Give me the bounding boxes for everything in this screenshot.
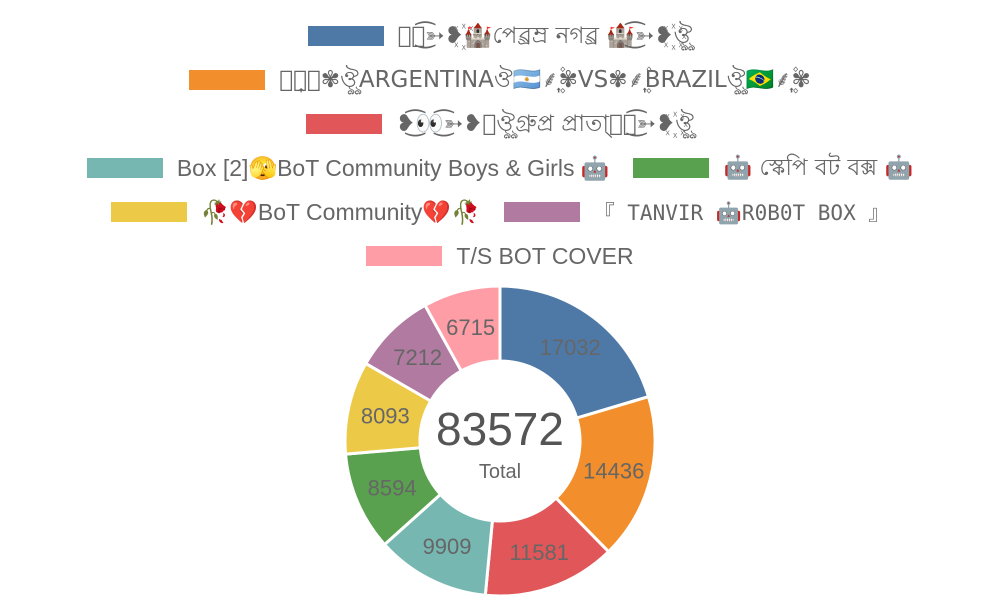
slice-value-label-3: 11581 bbox=[509, 540, 569, 565]
legend-swatch-2 bbox=[189, 70, 266, 90]
legend-row: 🥀💔BoT Community💔🥀 『 TANVIR 🤖R0B0T BOX 』 bbox=[0, 190, 1000, 234]
legend-label-1: ঔৣ͜͡➳❥꙰🏰পেৱ্ৰম্ৰ নগৱ্ৰ 🏰͜͡➳❥꙰ঔৣ bbox=[397, 22, 693, 49]
legend-item-4[interactable]: Box [2]🫣BoT Community Boys & Girls 🤖 bbox=[86, 154, 610, 182]
slice-value-label-5: 8594 bbox=[368, 476, 417, 501]
slice-value-label-8: 6715 bbox=[446, 315, 495, 340]
legend-item-1[interactable]: ঔৣ͜͡➳❥꙰🏰পেৱ্ৰম্ৰ নগৱ্ৰ 🏰͜͡➳❥꙰ঔৣ bbox=[307, 17, 693, 56]
legend-row: ঔৣ͜͡➳❥꙰🏰পেৱ্ৰম্ৰ নগৱ্ৰ 🏰͜͡➳❥꙰ঔৣ bbox=[0, 14, 1000, 58]
legend-swatch-1 bbox=[307, 26, 384, 46]
legend-swatch-4 bbox=[86, 158, 163, 178]
chart-slices bbox=[343, 284, 657, 598]
legend-label-7: 『 TANVIR 🤖R0B0T BOX 』 bbox=[593, 201, 890, 225]
legend-row: Box [2]🫣BoT Community Boys & Girls 🤖 🤖 স… bbox=[0, 146, 1000, 190]
legend-label-6: 🥀💔BoT Community💔🥀 bbox=[200, 198, 480, 225]
legend-label-8: T/S BOT COVER bbox=[456, 242, 634, 269]
chart-slice-2[interactable] bbox=[553, 394, 657, 554]
chart-slice-1[interactable] bbox=[498, 284, 651, 420]
legend-item-7[interactable]: 『 TANVIR 🤖R0B0T BOX 』 bbox=[503, 197, 890, 227]
legend-row: T/S BOT COVER bbox=[0, 234, 1000, 278]
slice-value-label-4: 9909 bbox=[423, 534, 472, 559]
legend-row: ❥͜͡👀͜͡➳❥꙰ঔৣগ্ৰুপ্ৰ প্ৰাতা্ঔৣ͜͡➳❥꙰ঔৣ bbox=[0, 102, 1000, 146]
chart-legend: ঔৣ͜͡➳❥꙰🏰পেৱ্ৰম্ৰ নগৱ্ৰ 🏰͜͡➳❥꙰ঔৣ ⸙͎۪۫✾ঔৣA… bbox=[0, 14, 1000, 278]
legend-swatch-7 bbox=[503, 202, 580, 222]
center-total-caption: Total bbox=[479, 461, 521, 483]
legend-item-2[interactable]: ⸙͎۪۫✾ঔৣARGENTINAঔ🇦🇷⸙͎۪۫✾VS✾⸙͎۪۫BRAZILঔৣ🇧… bbox=[189, 61, 811, 100]
legend-item-8[interactable]: T/S BOT COVER bbox=[366, 242, 634, 270]
slice-value-label-2: 14436 bbox=[583, 458, 644, 483]
legend-label-5: 🤖 স্কেপি বট বক্স 🤖 bbox=[723, 154, 914, 181]
legend-swatch-5 bbox=[633, 158, 710, 178]
legend-swatch-3 bbox=[305, 114, 382, 134]
center-total-value: 83572 bbox=[436, 403, 564, 455]
legend-item-5[interactable]: 🤖 স্কেপি বট বক্স 🤖 bbox=[633, 149, 913, 188]
legend-swatch-6 bbox=[110, 202, 187, 222]
legend-swatch-8 bbox=[366, 246, 443, 266]
legend-item-3[interactable]: ❥͜͡👀͜͡➳❥꙰ঔৣগ্ৰুপ্ৰ প্ৰাতা্ঔৣ͜͡➳❥꙰ঔৣ bbox=[305, 105, 695, 144]
slice-value-label-6: 8093 bbox=[361, 403, 410, 428]
slice-value-label-1: 17032 bbox=[540, 335, 601, 360]
chart-slice-8[interactable] bbox=[422, 284, 502, 374]
legend-label-2: ⸙͎۪۫✾ঔৣARGENTINAঔ🇦🇷⸙͎۪۫✾VS✾⸙͎۪۫BRAZILঔৣ🇧… bbox=[279, 66, 811, 93]
legend-label-3: ❥͜͡👀͜͡➳❥꙰ঔৣগ্ৰুপ্ৰ প্ৰাতা্ঔৣ͜͡➳❥꙰ঔৣ bbox=[395, 110, 695, 137]
legend-row: ⸙͎۪۫✾ঔৣARGENTINAঔ🇦🇷⸙͎۪۫✾VS✾⸙͎۪۫BRAZILঔৣ🇧… bbox=[0, 58, 1000, 102]
slice-value-label-7: 7212 bbox=[393, 345, 442, 370]
legend-label-4: Box [2]🫣BoT Community Boys & Girls 🤖 bbox=[176, 154, 610, 181]
legend-item-6[interactable]: 🥀💔BoT Community💔🥀 bbox=[110, 198, 480, 226]
